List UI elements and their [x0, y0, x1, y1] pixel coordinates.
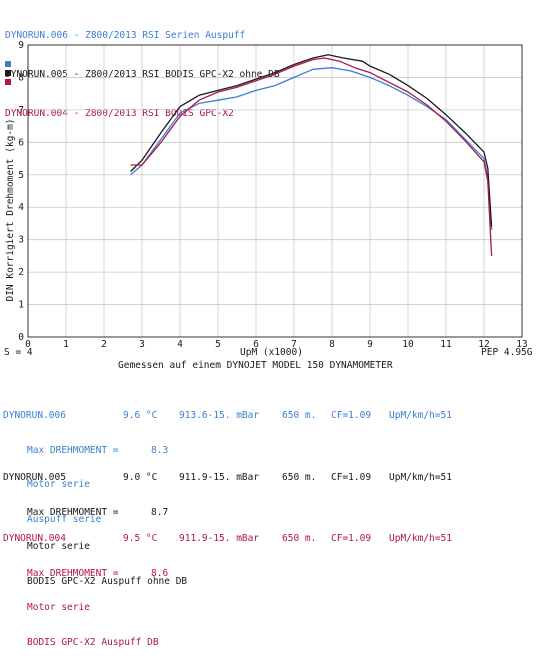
legend-desc: Z800/2013 RSI Serien Auspuff	[85, 30, 246, 41]
run-pressure: 911.9-15. mBar	[179, 533, 260, 544]
note-line: Auspuff serie	[27, 513, 102, 525]
smoothing-label: S = 4	[4, 347, 33, 358]
y-tick-label: 3	[18, 235, 24, 246]
y-axis-label: DIN Korrigiert Drehmoment (kg-m)	[5, 118, 16, 301]
legend-run: DYNORUN.006	[5, 30, 68, 41]
y-tick-label: 9	[18, 40, 24, 51]
series-line-dynorun-006	[130, 67, 493, 230]
torque-value: 8.6	[151, 567, 169, 579]
legend-swatch	[5, 70, 11, 76]
run-speed: UpM/km/h=51	[389, 533, 452, 544]
legend-sep: -	[67, 30, 86, 41]
run-cf: CF=1.09	[331, 533, 372, 544]
run-cf: CF=1.09	[331, 410, 372, 421]
run-altitude: 650 m.	[282, 410, 317, 421]
run-torque: Max DREHMOMENT = 8.6	[3, 568, 168, 580]
run-temp: 9.6 °C	[123, 410, 158, 421]
legend-run: DYNORUN.004	[5, 108, 68, 119]
run-cf: CF=1.09	[331, 472, 372, 483]
torque-label: Max DREHMOMENT =	[27, 444, 119, 456]
y-tick-label: 2	[18, 267, 24, 278]
run-id: DYNORUN.004	[3, 533, 66, 544]
y-tick-labels: 0 1 2 3 4 5 6 7 8 9	[18, 40, 24, 343]
x-tick-labels: 0 1 2 3 4 5 6 7 8 9 10 11 12 13	[25, 339, 528, 350]
torque-value: 8.7	[151, 506, 169, 518]
legend-entry: DYNORUN.006 - Z800/2013 RSI Serien Auspu…	[5, 29, 280, 42]
run-altitude: 650 m.	[282, 533, 317, 544]
run-details-006: DYNORUN.006 9.6 °C 913.6-15. mBar 650 m.…	[3, 387, 452, 537]
y-tick-label: 1	[18, 300, 24, 311]
x-tick-label: 2	[101, 339, 107, 350]
run-note: Motor serie	[3, 479, 90, 491]
run-note: Auspuff serie	[3, 514, 101, 526]
series-line-dynorun-005	[130, 54, 493, 227]
y-tick-label: 7	[18, 105, 24, 116]
note-line: Motor serie	[27, 602, 90, 613]
run-torque: Max DREHMOMENT = 8.7	[3, 507, 168, 519]
plot-frame	[27, 44, 523, 338]
y-tick-label: 4	[18, 202, 24, 213]
note-line: Motor serie	[27, 479, 90, 490]
run-note: BODIS GPC-X2 Auspuff DB	[3, 637, 159, 649]
run-pressure: 913.6-15. mBar	[179, 410, 260, 421]
x-tick-label: 11	[440, 339, 452, 350]
legend-swatches	[5, 61, 11, 85]
run-details-004: DYNORUN.004 9.5 °C 911.9-15. mBar 650 m.…	[3, 510, 452, 660]
run-speed: UpM/km/h=51	[389, 410, 452, 421]
run-speed: UpM/km/h=51	[389, 472, 452, 483]
x-axis-label: UpM (x1000)	[240, 347, 303, 358]
run-id: DYNORUN.005	[3, 472, 66, 483]
legend-swatch	[5, 61, 11, 67]
run-header: DYNORUN.006 9.6 °C 913.6-15. mBar 650 m.…	[3, 410, 452, 422]
run-note: Motor serie	[3, 541, 90, 553]
y-tick-label: 8	[18, 72, 24, 83]
chart-grid	[27, 44, 523, 338]
series-line-dynorun-004	[130, 57, 493, 256]
run-torque: Max DREHMOMENT = 8.3	[3, 445, 168, 457]
x-tick-label: 6	[253, 339, 259, 350]
legend-run: DYNORUN.005	[5, 69, 68, 80]
run-note: Motor serie	[3, 602, 90, 614]
note-line: BODIS GPC-X2 Auspuff DB	[27, 636, 159, 648]
x-tick-label: 5	[215, 339, 221, 350]
x-tick-label: 10	[402, 339, 414, 350]
chart-axes	[27, 44, 523, 338]
legend-sep: -	[67, 69, 86, 80]
dynamometer-label: Gemessen auf einem DYNOJET MODEL 150 DYN…	[118, 360, 393, 371]
x-tick-label: 9	[367, 339, 373, 350]
x-tick-label: 1	[63, 339, 69, 350]
x-tick-label: 4	[177, 339, 183, 350]
note-line: Motor serie	[27, 541, 90, 552]
x-tick-label: 12	[478, 339, 489, 350]
series-lines	[130, 54, 493, 256]
torque-value: 8.3	[151, 444, 169, 456]
run-header: DYNORUN.004 9.5 °C 911.9-15. mBar 650 m.…	[3, 533, 452, 545]
x-tick-label: 13	[516, 339, 527, 350]
run-temp: 9.5 °C	[123, 533, 158, 544]
run-temp: 9.0 °C	[123, 472, 158, 483]
run-altitude: 650 m.	[282, 472, 317, 483]
run-id: DYNORUN.006	[3, 410, 66, 421]
x-tick-label: 0	[25, 339, 31, 350]
legend-sep: -	[67, 108, 86, 119]
y-tick-label: 0	[18, 332, 24, 343]
legend-swatch	[5, 79, 11, 85]
y-tick-label: 6	[18, 137, 24, 148]
x-tick-label: 7	[291, 339, 297, 350]
pep-label: PEP 4.95G	[481, 347, 533, 358]
run-pressure: 911.9-15. mBar	[179, 472, 260, 483]
x-tick-label: 8	[329, 339, 335, 350]
run-header: DYNORUN.005 9.0 °C 911.9-15. mBar 650 m.…	[3, 472, 452, 484]
torque-label: Max DREHMOMENT =	[27, 567, 119, 579]
torque-label: Max DREHMOMENT =	[27, 506, 119, 518]
x-tick-label: 3	[139, 339, 145, 350]
y-tick-label: 5	[18, 170, 24, 181]
